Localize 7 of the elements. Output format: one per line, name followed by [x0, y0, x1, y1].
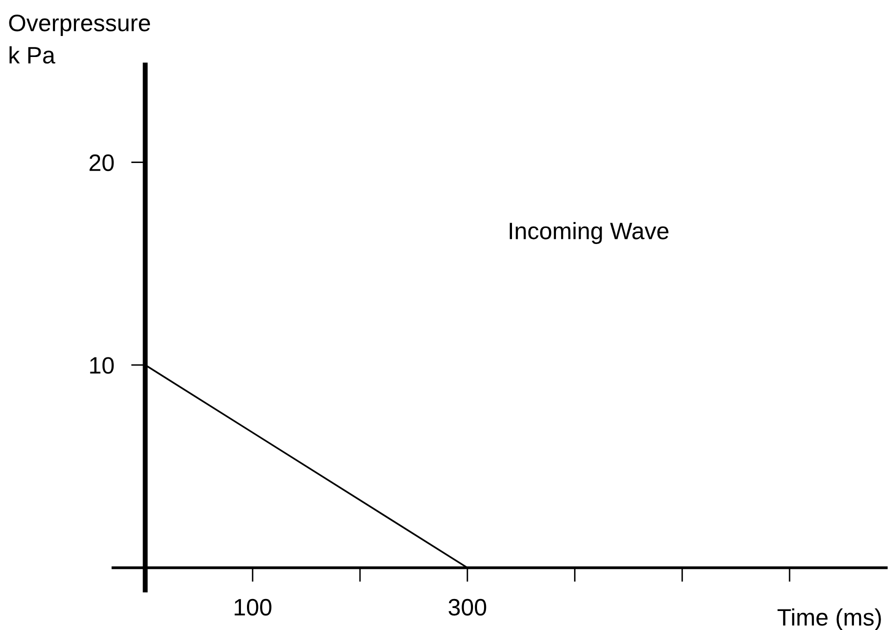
y-tick-label: 20 — [90, 154, 114, 172]
x-axis-title: Time (ms) — [778, 608, 881, 630]
annotation: Incoming Wave — [510, 222, 668, 244]
x-tick-label: 100 — [234, 598, 272, 616]
y-tick-label: 10 — [90, 357, 114, 374]
x-tick-label: 300 — [448, 598, 486, 616]
y-axis-title: Overpressure k Pa — [9, 14, 150, 64]
